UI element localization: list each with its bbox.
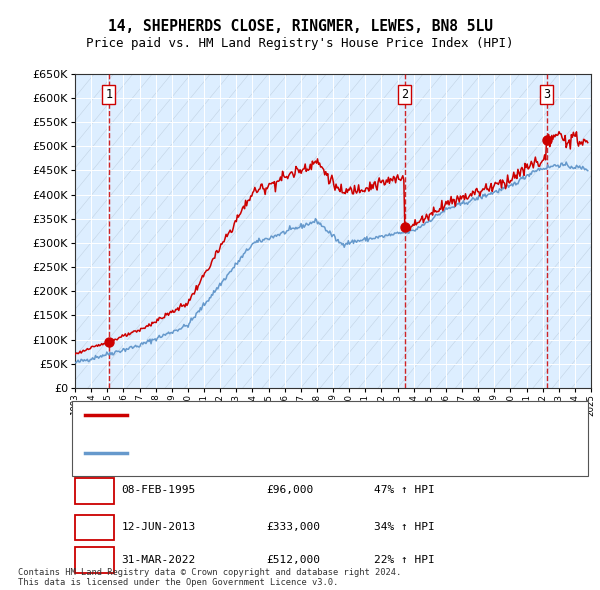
Text: 14, SHEPHERDS CLOSE, RINGMER, LEWES, BN8 5LU (semi-detached house): 14, SHEPHERDS CLOSE, RINGMER, LEWES, BN8… — [134, 410, 522, 420]
Text: Contains HM Land Registry data © Crown copyright and database right 2024.: Contains HM Land Registry data © Crown c… — [18, 568, 401, 577]
Text: Price paid vs. HM Land Registry's House Price Index (HPI): Price paid vs. HM Land Registry's House … — [86, 37, 514, 50]
Text: 31-MAR-2022: 31-MAR-2022 — [121, 555, 196, 565]
Text: 34% ↑ HPI: 34% ↑ HPI — [374, 522, 435, 532]
Text: 3: 3 — [91, 553, 98, 566]
Text: 08-FEB-1995: 08-FEB-1995 — [121, 486, 196, 496]
FancyBboxPatch shape — [75, 514, 114, 540]
Text: 3: 3 — [543, 88, 550, 101]
FancyBboxPatch shape — [75, 478, 114, 504]
Text: 1: 1 — [91, 484, 98, 497]
Text: £96,000: £96,000 — [266, 486, 313, 496]
Text: 2: 2 — [401, 88, 409, 101]
FancyBboxPatch shape — [73, 401, 589, 476]
Text: £333,000: £333,000 — [266, 522, 320, 532]
Text: 14, SHEPHERDS CLOSE, RINGMER, LEWES, BN8 5LU: 14, SHEPHERDS CLOSE, RINGMER, LEWES, BN8… — [107, 19, 493, 34]
Text: 1: 1 — [105, 88, 112, 101]
Text: 2: 2 — [91, 520, 98, 533]
Text: This data is licensed under the Open Government Licence v3.0.: This data is licensed under the Open Gov… — [18, 578, 338, 587]
Text: HPI: Average price, semi-detached house, Lewes: HPI: Average price, semi-detached house,… — [134, 448, 404, 458]
Text: 12-JUN-2013: 12-JUN-2013 — [121, 522, 196, 532]
Text: £512,000: £512,000 — [266, 555, 320, 565]
Text: 22% ↑ HPI: 22% ↑ HPI — [374, 555, 435, 565]
FancyBboxPatch shape — [75, 548, 114, 573]
Text: 47% ↑ HPI: 47% ↑ HPI — [374, 486, 435, 496]
